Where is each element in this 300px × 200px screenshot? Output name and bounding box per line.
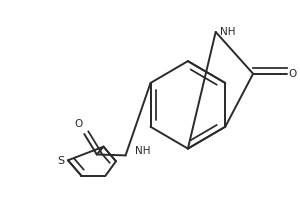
Text: NH: NH	[220, 27, 235, 37]
Text: S: S	[57, 156, 64, 166]
Text: O: O	[289, 69, 297, 79]
Text: O: O	[74, 119, 82, 129]
Text: NH: NH	[135, 146, 151, 156]
